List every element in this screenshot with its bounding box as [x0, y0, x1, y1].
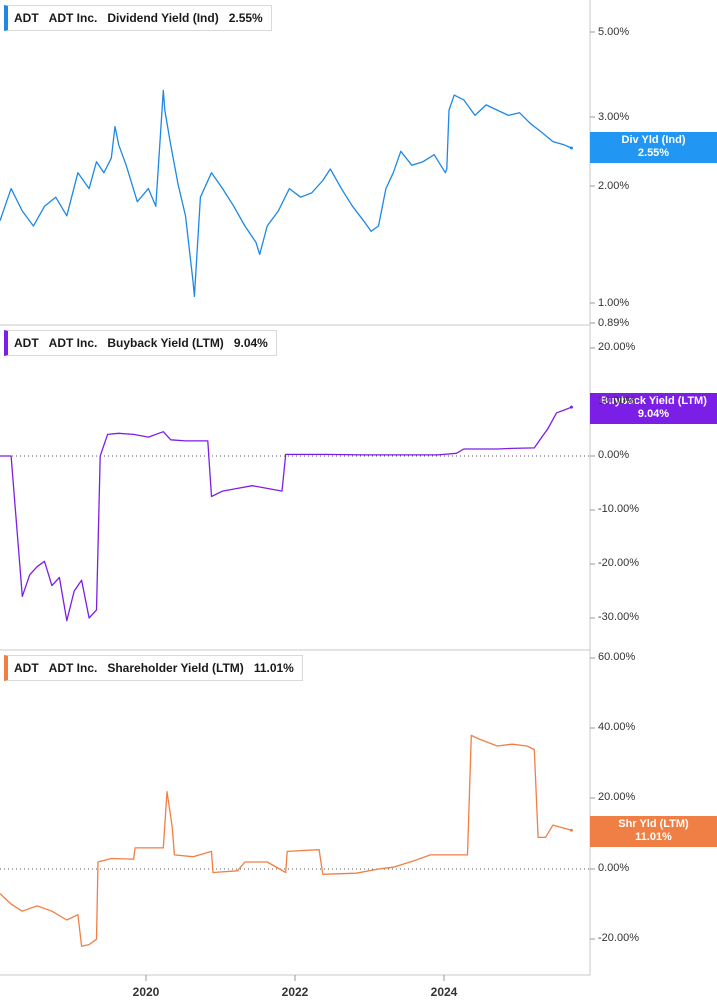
y-tick-label: 0.00%: [598, 449, 630, 461]
legend-company: ADT Inc.: [48, 661, 98, 675]
legend-value: 2.55%: [228, 11, 263, 25]
y-tick-label: 5.00%: [598, 26, 630, 38]
badge-value: 2.55%: [637, 147, 670, 159]
y-tick-label: 20.00%: [598, 791, 636, 803]
y-tick-label: -20.00%: [598, 557, 639, 569]
legend-value: 11.01%: [253, 661, 294, 675]
legend-metric: Shareholder Yield (LTM): [107, 661, 244, 675]
y-tick-label: 10.00%: [598, 395, 636, 407]
y-tick-label: 60.00%: [598, 651, 636, 663]
y-tick-label: -20.00%: [598, 932, 639, 944]
y-tick-label: 20.00%: [598, 341, 636, 353]
badge-buyback-yield: Buyback Yield (LTM) 9.04%: [590, 393, 717, 424]
legend-company: ADT Inc.: [48, 336, 98, 350]
badge-shareholder-yield: Shr Yld (LTM) 11.01%: [590, 816, 717, 847]
y-tick-label: 2.00%: [598, 180, 630, 192]
series-end-point: [569, 405, 573, 409]
legend-dividend-yield: ADT ADT Inc. Dividend Yield (Ind) 2.55%: [4, 5, 272, 31]
legend-ticker: ADT: [14, 661, 39, 675]
legend-ticker: ADT: [14, 336, 39, 350]
y-tick-label: 40.00%: [598, 721, 636, 733]
badge-dividend-yield: Div Yld (Ind) 2.55%: [590, 132, 717, 163]
y-tick-label: 1.00%: [598, 297, 630, 309]
dividend-yield-line: [0, 89, 572, 298]
legend-shareholder-yield: ADT ADT Inc. Shareholder Yield (LTM) 11.…: [4, 655, 303, 681]
badge-label: Shr Yld (LTM): [618, 818, 689, 830]
series-end-point: [569, 828, 573, 832]
y-tick-label: 0.89%: [598, 317, 630, 329]
badge-label: Buyback Yield (LTM): [600, 395, 707, 407]
legend-value: 9.04%: [233, 336, 268, 350]
y-tick-label: 3.00%: [598, 111, 630, 123]
buyback-yield-line: [0, 406, 572, 622]
legend-metric: Buyback Yield (LTM): [107, 336, 224, 350]
y-tick-label: -30.00%: [598, 611, 639, 623]
y-tick-label: -10.00%: [598, 503, 639, 515]
legend-metric: Dividend Yield (Ind): [107, 11, 219, 25]
legend-ticker: ADT: [14, 11, 39, 25]
x-tick-label: 2024: [430, 985, 458, 999]
shareholder-yield-line: [0, 734, 572, 947]
legend-company: ADT Inc.: [48, 11, 98, 25]
legend-buyback-yield: ADT ADT Inc. Buyback Yield (LTM) 9.04%: [4, 330, 277, 356]
y-tick-label: 0.00%: [598, 862, 630, 874]
x-tick-label: 2022: [281, 985, 309, 999]
x-tick-label: 2020: [132, 985, 160, 999]
badge-value: 11.01%: [635, 831, 672, 843]
badge-value: 9.04%: [637, 408, 670, 420]
series-end-point: [569, 146, 573, 150]
badge-label: Div Yld (Ind): [621, 134, 686, 146]
